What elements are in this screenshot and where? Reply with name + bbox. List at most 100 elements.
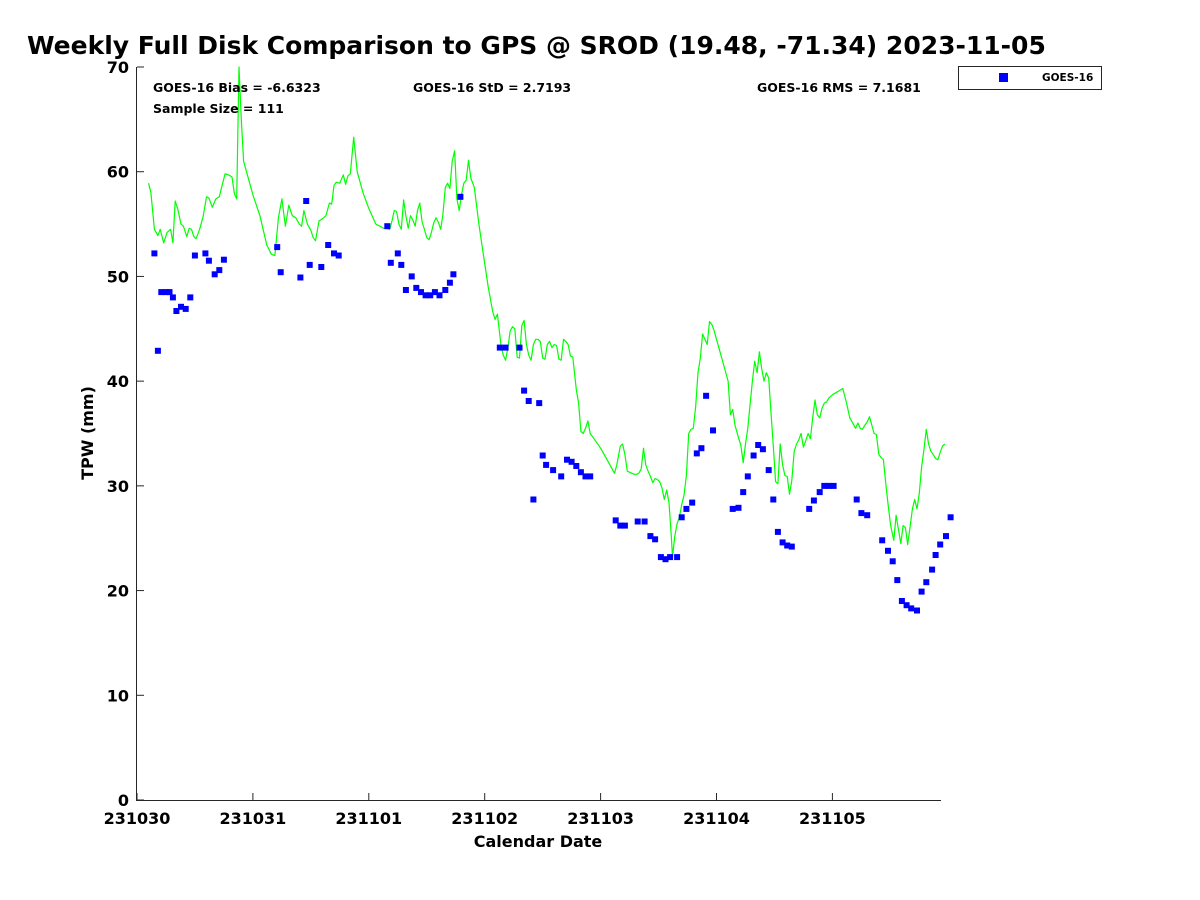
- goes16-point: [158, 289, 165, 296]
- x-tick-label: 231102: [451, 809, 518, 828]
- goes16-point: [154, 347, 161, 354]
- goes16-point: [178, 303, 184, 310]
- y-tick-label: 30: [107, 477, 129, 496]
- goes16-point: [564, 456, 570, 463]
- plot-area: 0 10 20 30 40 50 60 70 231030 231031 231101 231102…: [104, 58, 954, 828]
- goes16-point: [442, 287, 449, 293]
- legend-label-goes16: GOES-16: [1042, 72, 1093, 84]
- goes16-point: [394, 250, 401, 257]
- goes16-point: [689, 499, 696, 506]
- y-tick-label: 40: [107, 372, 129, 391]
- goes16-point: [427, 292, 434, 299]
- x-tick-label: 231103: [567, 809, 634, 828]
- goes16-point: [220, 256, 227, 263]
- goes16-point: [335, 252, 342, 259]
- goes16-point: [898, 598, 905, 604]
- sample-size-annotation: Sample Size = 111: [153, 101, 284, 116]
- goes16-point: [173, 308, 180, 314]
- goes16-point: [816, 489, 823, 496]
- y-tick-label: 0: [118, 791, 129, 810]
- goes16-point: [558, 473, 565, 480]
- goes16-point: [325, 242, 332, 248]
- goes16-point: [536, 400, 543, 407]
- goes16-point: [530, 496, 537, 503]
- goes16-point: [550, 467, 557, 474]
- goes16-point: [205, 257, 212, 264]
- goes16-point: [821, 482, 828, 489]
- goes16-point: [750, 452, 757, 459]
- goes16-point: [573, 463, 580, 469]
- x-tick-label: 231105: [799, 809, 866, 828]
- y-tick-label: 20: [107, 582, 129, 601]
- goes16-point: [617, 522, 624, 529]
- goes16-point: [450, 271, 457, 278]
- goes16-point: [582, 473, 589, 480]
- goes16-point: [779, 539, 786, 546]
- goes16-point: [683, 505, 690, 512]
- goes16-point: [398, 261, 405, 268]
- goes16-point: [151, 250, 158, 257]
- goes16-point: [306, 261, 313, 268]
- x-tick-label: 231030: [104, 809, 171, 828]
- goes16-point: [525, 398, 532, 404]
- goes16-point: [408, 273, 415, 280]
- goes16-point: [918, 588, 925, 595]
- goes16-point: [885, 547, 891, 554]
- x-tick-label: 231031: [220, 809, 287, 828]
- goes16-point: [521, 387, 528, 394]
- goes16-point: [211, 271, 218, 278]
- goes16-point: [943, 533, 949, 540]
- goes16-point: [889, 558, 896, 565]
- goes16-point: [187, 294, 194, 301]
- goes16-point: [384, 223, 391, 230]
- goes16-point: [937, 541, 944, 548]
- y-tick-label: 60: [107, 163, 129, 182]
- x-tick-label: 231101: [335, 809, 402, 828]
- y-axis-ticks: 0 10 20 30 40 50 60 70: [107, 58, 144, 810]
- goes16-point: [735, 504, 742, 511]
- goes16-point: [496, 344, 503, 351]
- gps-tpw-line: [148, 66, 946, 558]
- goes16-point: [788, 543, 795, 550]
- goes16-point: [806, 505, 813, 512]
- goes16-point: [755, 442, 762, 448]
- goes16-point: [621, 522, 628, 529]
- std-annotation: GOES-16 StD = 2.7193: [413, 80, 571, 95]
- goes16-point: [810, 497, 817, 504]
- goes16-point: [568, 458, 575, 465]
- goes16-point: [413, 284, 420, 291]
- goes16-point: [908, 605, 915, 612]
- goes16-point: [387, 259, 394, 266]
- goes16-point: [216, 267, 223, 274]
- goes16-point: [678, 514, 685, 521]
- goes16-point: [612, 517, 619, 524]
- legend: GOES-16: [958, 66, 1102, 90]
- goes16-point: [169, 294, 176, 301]
- goes16-point: [894, 577, 901, 584]
- goes16-point: [297, 274, 304, 281]
- goes16-series: [151, 193, 954, 614]
- goes16-point: [331, 250, 337, 257]
- goes16-point: [277, 269, 284, 276]
- goes16-point: [191, 252, 198, 259]
- goes16-point: [932, 552, 939, 558]
- goes16-point: [929, 566, 936, 573]
- goes16-point: [774, 528, 781, 535]
- goes16-point: [903, 602, 910, 609]
- goes16-point: [539, 452, 546, 459]
- goes16-point: [667, 554, 674, 561]
- goes16-point: [858, 510, 865, 517]
- y-tick-label: 70: [107, 58, 129, 77]
- goes16-point: [765, 467, 772, 474]
- goes16-point: [947, 514, 954, 521]
- chart-title: Weekly Full Disk Comparison to GPS @ SRO…: [27, 31, 1046, 60]
- goes16-point: [652, 536, 659, 543]
- goes16-point: [543, 461, 550, 468]
- goes16-point: [853, 496, 860, 503]
- goes16-point: [418, 289, 424, 296]
- goes16-point: [457, 193, 464, 200]
- x-axis-ticks: 231030 231031 231101 231102 231103 231104 2311…: [104, 793, 866, 828]
- goes16-point: [303, 198, 310, 204]
- goes16-point: [879, 537, 886, 544]
